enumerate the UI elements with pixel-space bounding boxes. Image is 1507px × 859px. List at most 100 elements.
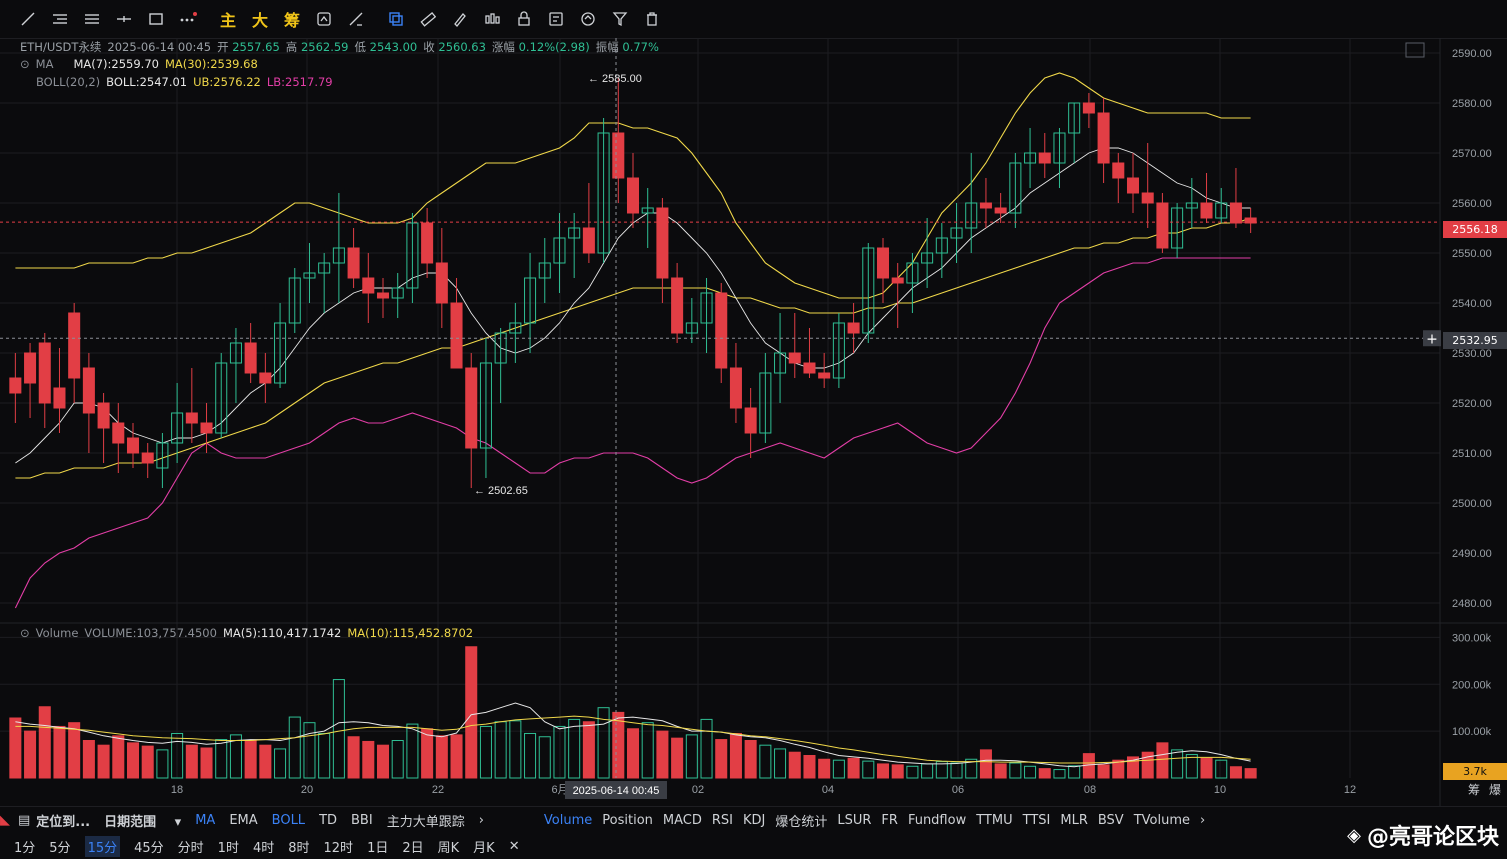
close-value: 2560.63 [438,40,486,54]
candle-body [229,342,242,364]
sub-fr[interactable]: FR [881,812,898,828]
volume-bar [582,721,595,779]
chevron-right-icon[interactable]: › [1200,812,1206,828]
low-value: 2543.00 [369,40,418,54]
interval-week[interactable]: 周K [437,841,460,856]
calendar-icon[interactable]: ▤ [18,812,31,828]
volume-bar [1200,757,1213,779]
close-icon[interactable]: ✕ [508,839,520,854]
ind-bbi[interactable]: BBI [351,812,373,828]
sub-tvolume[interactable]: TVolume [1133,812,1190,828]
interval-2d[interactable]: 2日 [402,841,424,856]
ind-main-force[interactable]: 主力大单跟踪 [386,814,465,830]
candle-body [788,352,801,364]
brush-icon[interactable] [444,3,476,35]
interval-12h[interactable]: 12时 [323,841,354,856]
sub-liq[interactable]: 爆仓统计 [775,814,828,830]
interval-4h[interactable]: 4时 [252,841,275,856]
filter-icon[interactable] [604,3,636,35]
volume-bar [597,707,610,779]
candle-body [406,222,419,289]
volume-bar [744,740,757,779]
measure-icon[interactable] [412,3,444,35]
ind-boll[interactable]: BOLL [271,812,306,828]
interval-time[interactable]: 分时 [177,841,204,856]
volume-bar [1141,751,1154,779]
ruler-tool-icon[interactable] [340,3,372,35]
parallel-tool-icon[interactable] [76,3,108,35]
last-price-tag: 2556.18 [1443,221,1507,238]
time-tick-label: 12 [1344,784,1356,796]
ind-ma[interactable]: MA [195,812,216,828]
candle-body [862,247,875,334]
ub-value: UB:2576.22 [193,75,261,89]
more-tool-icon[interactable] [172,3,204,35]
chips-tool[interactable]: 筹 [283,11,300,30]
main-force-tool[interactable]: 主 [219,11,236,30]
candle-body [950,227,963,239]
sub-ttsi[interactable]: TTSI [1022,812,1051,828]
hlines-tool-icon[interactable] [44,3,76,35]
magnet-icon[interactable] [380,3,412,35]
low-label: 低 [354,40,367,54]
chevron-right-icon[interactable]: › [478,812,484,828]
sub-volume[interactable]: Volume [543,812,593,828]
candle-body [641,207,654,214]
candle-body [626,177,640,214]
volume-bar [774,748,787,779]
interval-1m[interactable]: 1分 [14,841,36,856]
trash-icon[interactable] [636,3,668,35]
ind-ema[interactable]: EMA [229,812,258,828]
interval-8h[interactable]: 8时 [288,841,310,856]
big-order-tool[interactable]: 大 [251,11,268,30]
interval-1d[interactable]: 1日 [367,841,389,856]
interval-month[interactable]: 月K [473,841,495,856]
time-tick-label: 18 [171,784,183,796]
volume-bar [553,725,566,779]
price-tick-label: 2500.00 [1452,498,1492,510]
interval-15m[interactable]: 15分 [84,836,121,857]
sub-kdj[interactable]: KDJ [742,812,766,828]
volume-bar [818,758,831,779]
candle-body [1126,177,1140,194]
candle-body [715,292,728,369]
crossline-tool-icon[interactable] [108,3,140,35]
liq-axis-label: 爆 [1489,783,1501,797]
flag-icon[interactable]: ◣ [0,812,10,828]
interval-1h[interactable]: 1时 [217,841,239,856]
open-value: 2557.65 [232,40,280,54]
volume-bar [53,725,66,779]
candles-icon[interactable] [476,3,508,35]
sub-position[interactable]: Position [602,812,653,828]
cycle-tool-icon[interactable] [308,3,340,35]
lock-icon[interactable] [508,3,540,35]
vol-toggle-icon[interactable]: ⊙ [20,626,30,640]
price-tick-label: 2510.00 [1452,448,1492,460]
sub-bsv[interactable]: BSV [1097,812,1124,828]
sub-mlr[interactable]: MLR [1060,812,1088,828]
candle-body [979,202,992,209]
candle-body [126,437,140,454]
sub-fundflow[interactable]: Fundflow [907,812,967,828]
angle-icon[interactable] [572,3,604,35]
locate-button[interactable]: 定位到... [36,814,91,830]
sub-ttmu[interactable]: TTMU [976,812,1013,828]
note-icon[interactable] [540,3,572,35]
candle-body [891,277,904,284]
boll-value: BOLL:2547.01 [106,75,188,89]
candle-body [671,277,684,334]
candle-body [994,207,1007,214]
volume-bar [200,747,213,779]
date-range-button[interactable]: 日期范围 ▾ [104,814,182,830]
line-tool-icon[interactable] [12,3,44,35]
rect-tool-icon[interactable] [140,3,172,35]
sub-lsur[interactable]: LSUR [837,812,872,828]
interval-45m[interactable]: 45分 [134,841,164,856]
kline-chart[interactable]: 2590.00 2580.00 2570.00 2560.00 2550.00 2540.… [0,38,1507,806]
interval-5m[interactable]: 5分 [49,841,71,856]
sub-rsi[interactable]: RSI [711,812,733,828]
sub-macd[interactable]: MACD [662,812,702,828]
ind-td[interactable]: TD [319,812,338,828]
volume-bar [1215,759,1228,779]
ma-toggle-icon[interactable]: ⊙ [20,57,30,71]
